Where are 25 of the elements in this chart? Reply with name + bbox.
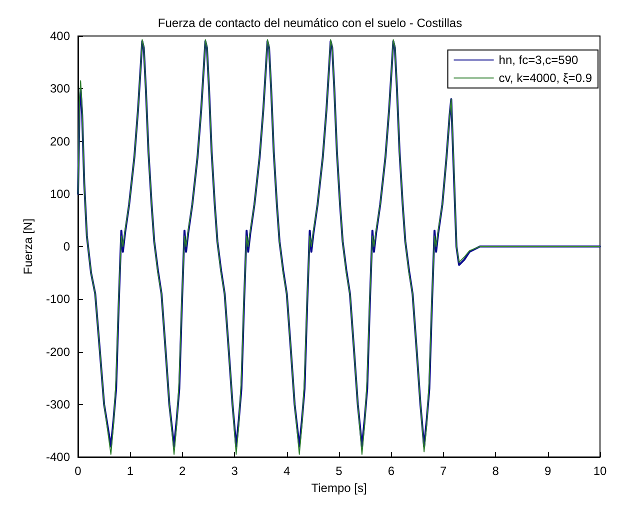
y-tick-label: -300 [46, 397, 70, 412]
x-tick-label: 0 [74, 464, 82, 478]
y-tick-label: -100 [46, 292, 70, 306]
y-tick-label: 0 [63, 240, 70, 254]
x-tick-label: 6 [388, 464, 395, 478]
chart-title: Fuerza de contacto del neumático con el suelo - Costillas [158, 16, 462, 30]
x-tick-label: 9 [544, 464, 552, 478]
x-tick-label: 7 [440, 464, 448, 478]
y-tick-label: -400 [46, 450, 70, 464]
x-tick-label: 10 [593, 464, 607, 478]
x-tick-label: 3 [231, 464, 238, 478]
y-tick-label: 100 [50, 186, 70, 201]
x-tick-label: 5 [336, 464, 343, 478]
legend-label: hn, fc=3,c=590 [498, 53, 579, 67]
x-tick-label: 4 [283, 464, 290, 478]
x-axis-title: Tiempo [s] [311, 480, 367, 495]
y-tick-label: 200 [50, 134, 70, 148]
x-tick-label: 1 [126, 464, 134, 478]
y-axis-title: Fuerza [N] [21, 218, 35, 275]
x-tick-label: 2 [179, 464, 186, 478]
x-tick-label: 8 [492, 464, 500, 478]
y-tick-label: 400 [50, 29, 70, 43]
y-tick-label: 300 [50, 82, 70, 96]
y-tick-label: -200 [46, 344, 70, 359]
legend-label: cv, k=4000, ξ=0.9 [498, 71, 592, 85]
